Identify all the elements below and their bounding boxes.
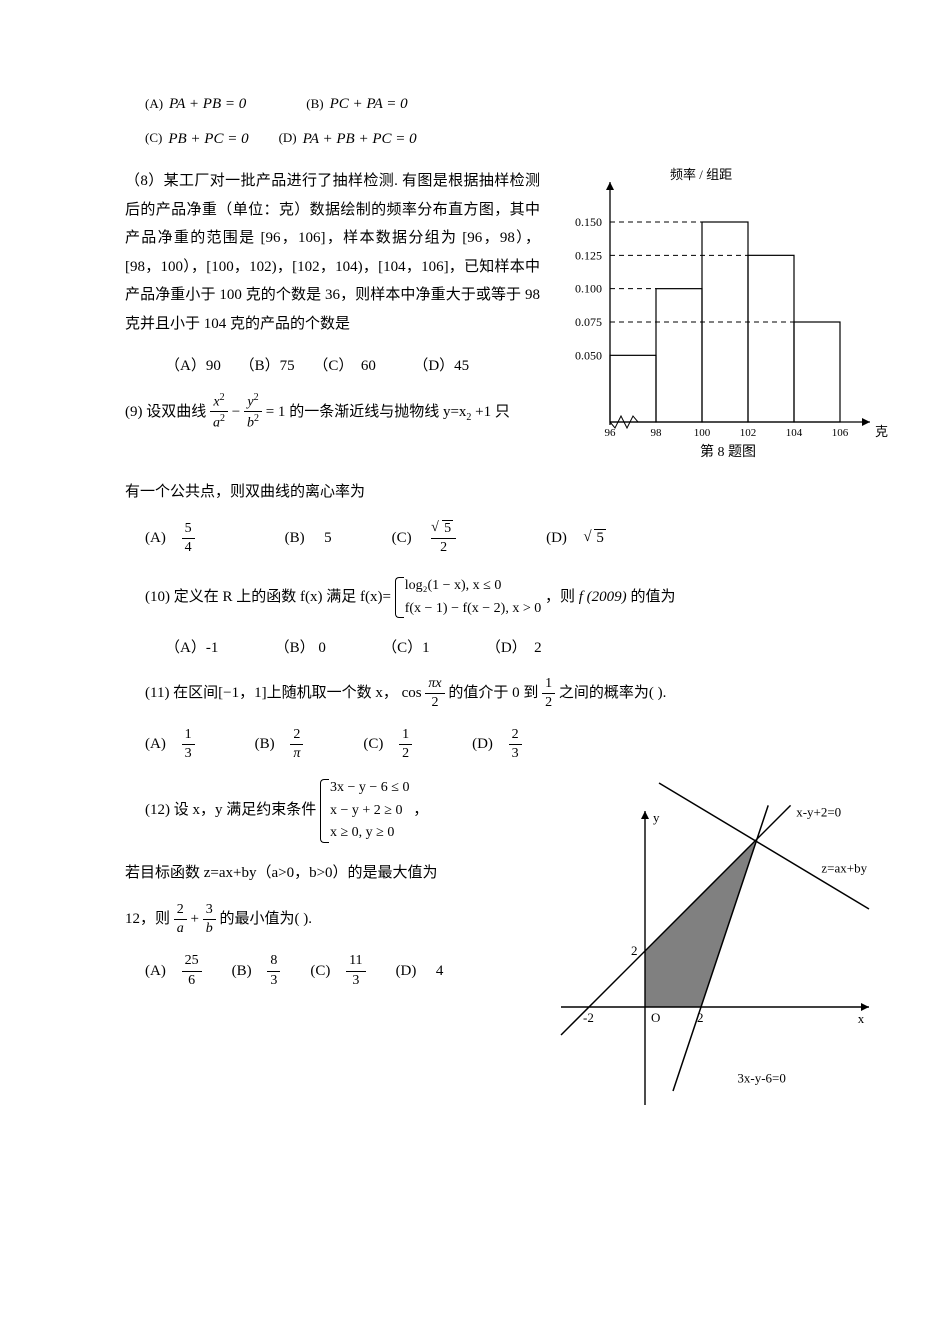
- q7-opt-c: (C) PB + PC = 0: [145, 125, 249, 154]
- q11-opt-b: (B) 2π: [255, 726, 304, 763]
- q7-opt-b: (B) PC + PA = 0: [306, 90, 407, 119]
- q12-opt-d: (D) 4: [396, 952, 444, 989]
- svg-text:0.100: 0.100: [575, 282, 602, 296]
- q9-opt-b: (B) 5: [285, 520, 332, 557]
- svg-text:0.075: 0.075: [575, 315, 602, 329]
- q9-line2: 有一个公共点，则双曲线的离心率为: [125, 478, 895, 507]
- q7-opt-d: (D) PA + PB + PC = 0: [279, 125, 417, 154]
- q10-block: (10) 定义在 R 上的函数 f(x) 满足 f(x)= log₂(1 − x…: [145, 575, 895, 620]
- svg-text:-2: -2: [583, 1010, 594, 1025]
- q7-opt-a: (A) PA + PB = 0: [145, 90, 246, 119]
- svg-text:104: 104: [786, 427, 803, 439]
- svg-text:0.050: 0.050: [575, 348, 602, 362]
- svg-text:0.150: 0.150: [575, 215, 602, 229]
- q12-figure: O -2 2 2 y x x-y+2=0 z=ax+by 3x-y-6=0: [515, 777, 895, 1128]
- svg-text:3x-y-6=0: 3x-y-6=0: [737, 1071, 786, 1086]
- svg-text:100: 100: [694, 427, 711, 439]
- q9-options: (A) 54 (B) 5 (C) 52 (D) 5: [145, 520, 895, 557]
- q11-options: (A) 13 (B) 2π (C) 12 (D) 23: [145, 726, 895, 763]
- q9-opt-a: (A) 54: [145, 520, 195, 557]
- q12-line3: 12，则 2a + 3b 的最小值为( ).: [125, 901, 505, 938]
- svg-text:克: 克: [875, 424, 888, 439]
- q12-line2: 若目标函数 z=ax+by（a>0，b>0）的是最大值为: [125, 859, 505, 888]
- svg-text:y: y: [653, 811, 660, 826]
- svg-text:0.125: 0.125: [575, 248, 602, 262]
- q9-frac-x: x2a2: [210, 391, 228, 434]
- svg-text:第 8 题图: 第 8 题图: [700, 443, 756, 460]
- q12-options: (A) 256 (B) 83 (C) 113 (D) 4: [145, 952, 505, 989]
- svg-text:频率 / 组距: 频率 / 组距: [670, 167, 732, 182]
- q8-text: （8）某工厂对一批产品进行了抽样检测. 有图是根据抽样检测后的产品净重（单位：克…: [125, 167, 540, 338]
- q8-histogram: 0.050 0.075 0.100 0.125 0.150 96 98 100 102 104 10…: [550, 167, 895, 478]
- svg-text:98: 98: [651, 427, 663, 439]
- q7-options: (A) PA + PB = 0 (B) PC + PA = 0 (C) PB +…: [125, 90, 895, 153]
- q9-block: (9) 设双曲线 x2a2 − y2b2 = 1 的一条渐近线与抛物线 y=x2…: [125, 391, 540, 434]
- q11-opt-c: (C) 12: [363, 726, 412, 763]
- q9-frac-y: y2b2: [244, 391, 262, 434]
- q12-constraints: 3x − y − 6 ≤ 0 x − y + 2 ≥ 0 x ≥ 0, y ≥ …: [320, 777, 409, 844]
- q12-opt-b: (B) 83: [232, 952, 281, 989]
- q9-opt-c: (C) 52: [392, 520, 457, 557]
- svg-text:102: 102: [740, 427, 757, 439]
- q11-opt-d: (D) 23: [472, 726, 522, 763]
- q12-block: (12) 设 x，y 满足约束条件 3x − y − 6 ≤ 0 x − y +…: [125, 777, 895, 1128]
- q11-opt-a: (A) 13: [145, 726, 195, 763]
- svg-text:96: 96: [605, 427, 617, 439]
- svg-text:2: 2: [697, 1010, 704, 1025]
- q11-cos-arg: πx2: [425, 675, 444, 712]
- svg-text:O: O: [651, 1010, 660, 1025]
- svg-text:x-y+2=0: x-y+2=0: [796, 805, 841, 820]
- svg-text:x: x: [858, 1011, 865, 1026]
- q11-block: (11) 在区间[−1，1]上随机取一个数 x， cos πx2 的值介于 0 …: [145, 675, 895, 712]
- q8-options: （A）90 （B）75 （C） 60 （D）45: [165, 352, 540, 381]
- svg-text:2: 2: [631, 943, 638, 958]
- q8-block: （8）某工厂对一批产品进行了抽样检测. 有图是根据抽样检测后的产品净重（单位：克…: [125, 167, 895, 478]
- q9-opt-d: (D) 5: [546, 520, 606, 557]
- svg-text:106: 106: [832, 427, 849, 439]
- q10-cases: log₂(1 − x), x ≤ 0 f(x − 1) − f(x − 2), …: [395, 575, 542, 620]
- svg-text:z=ax+by: z=ax+by: [821, 861, 867, 876]
- q12-opt-a: (A) 256: [145, 952, 202, 989]
- q12-opt-c: (C) 113: [310, 952, 365, 989]
- q10-options: （A）-1 （B） 0 （C）1 （D） 2: [165, 634, 895, 663]
